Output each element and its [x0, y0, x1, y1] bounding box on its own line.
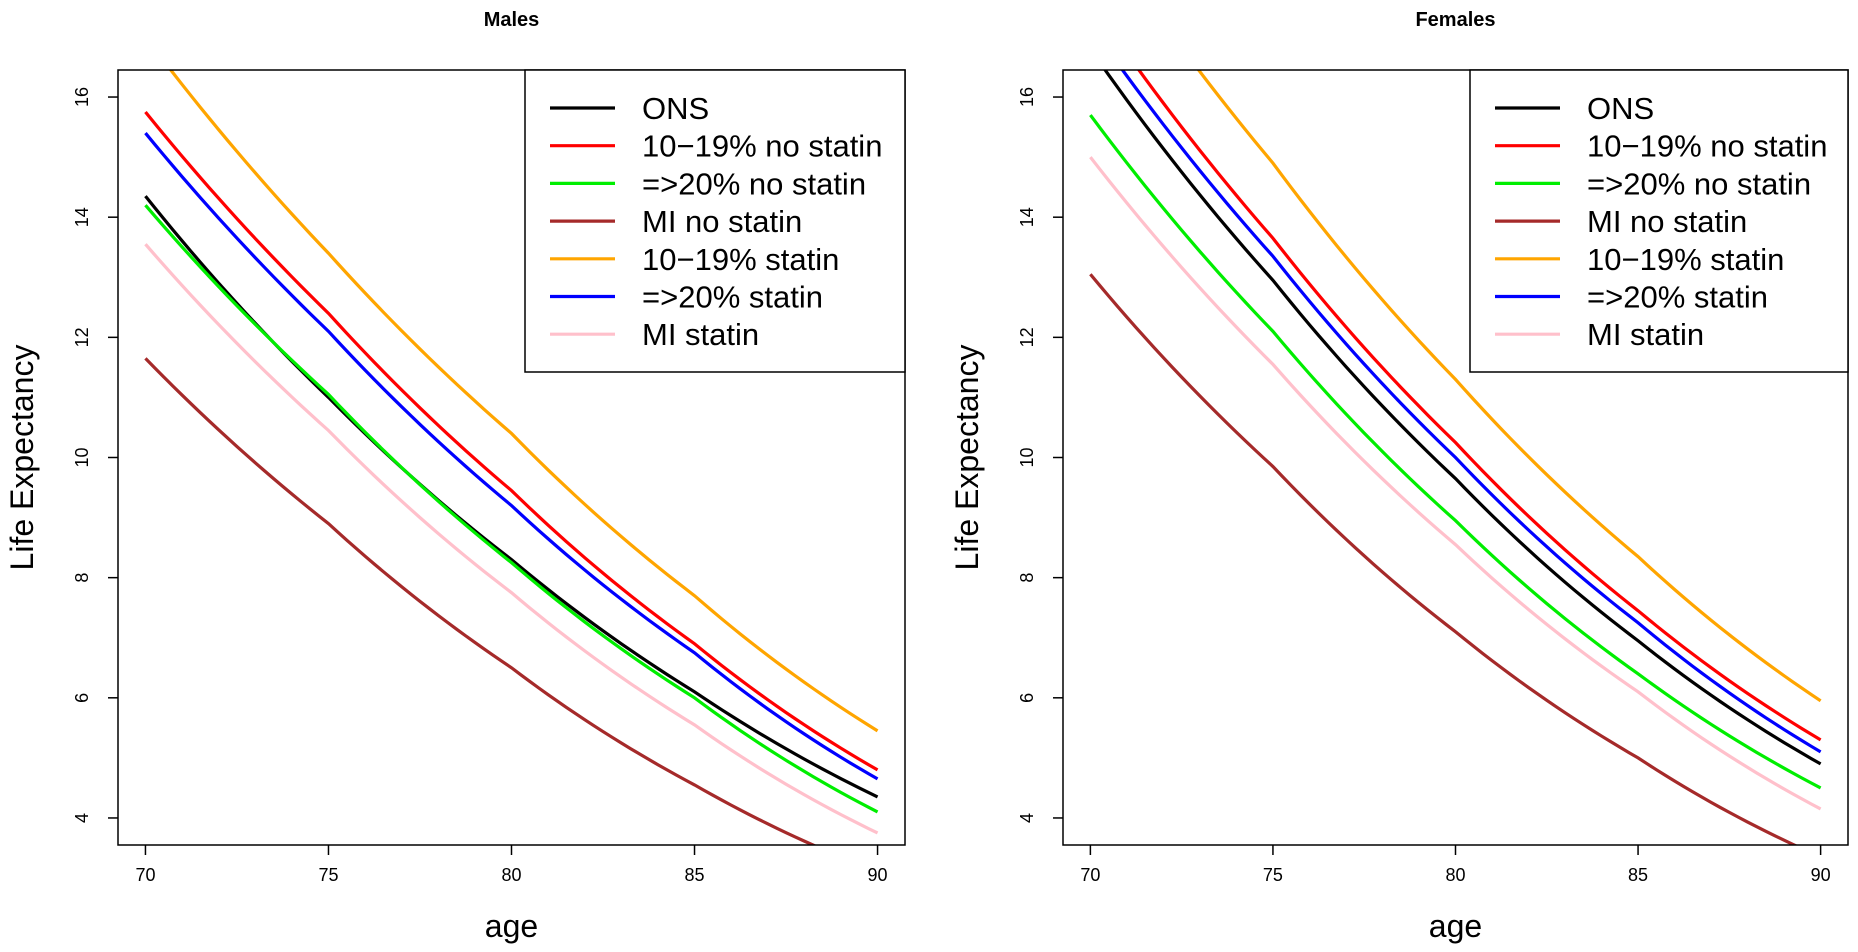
legend-label: MI no statin	[642, 204, 802, 239]
x-axis-label: age	[485, 908, 538, 944]
x-tick-label: 70	[1080, 865, 1100, 885]
legend-label: MI no statin	[1587, 204, 1747, 239]
x-tick-label: 80	[501, 865, 521, 885]
legend-label: =>20% statin	[642, 280, 823, 315]
series-line-females-0	[1103, 70, 1822, 766]
x-tick-label: 90	[1811, 865, 1831, 885]
legend-label: 10−19% no statin	[642, 129, 882, 164]
y-tick-label: 16	[72, 87, 92, 107]
series-line-males-4	[168, 70, 879, 733]
legend-label: MI statin	[1587, 317, 1704, 352]
legend-label: ONS	[642, 91, 709, 126]
x-axis-label: age	[1429, 908, 1482, 944]
series-line-males-2	[144, 204, 879, 814]
x-tick-label: 90	[868, 865, 888, 885]
series-line-females-2	[1089, 114, 1822, 790]
series-line-males-5	[144, 132, 879, 781]
y-tick-label: 6	[72, 693, 92, 703]
y-tick-label: 10	[72, 447, 92, 467]
x-tick-label: 75	[318, 865, 338, 885]
y-tick-label: 12	[72, 327, 92, 347]
y-axis-label: Life Expectancy	[4, 345, 40, 571]
x-tick-label: 80	[1445, 865, 1465, 885]
legend-label: 10−19% statin	[1587, 242, 1784, 277]
y-tick-label: 14	[1017, 207, 1037, 227]
y-tick-label: 4	[72, 813, 92, 823]
series-line-females-3	[1089, 273, 1798, 845]
series-line-females-4	[1196, 70, 1822, 703]
x-tick-label: 75	[1263, 865, 1283, 885]
series-line-males-3	[144, 357, 817, 845]
legend-label: 10−19% no statin	[1587, 129, 1827, 164]
y-tick-label: 6	[1017, 693, 1037, 703]
y-tick-label: 16	[1017, 87, 1037, 107]
chart-title: Females	[1415, 9, 1495, 31]
y-tick-label: 10	[1017, 447, 1037, 467]
series-line-females-1	[1136, 70, 1822, 742]
series-line-females-6	[1089, 156, 1822, 811]
y-tick-label: 8	[1017, 573, 1037, 583]
x-tick-label: 85	[685, 865, 705, 885]
legend-label: 10−19% statin	[642, 242, 839, 277]
y-tick-label: 8	[72, 573, 92, 583]
x-tick-label: 85	[1628, 865, 1648, 885]
legend-label: =>20% statin	[1587, 280, 1768, 315]
legend-label: MI statin	[642, 317, 759, 352]
series-line-males-1	[144, 111, 879, 772]
series-line-males-6	[144, 243, 879, 835]
y-tick-label: 14	[72, 207, 92, 227]
series-line-females-5	[1120, 70, 1822, 754]
x-tick-label: 70	[135, 865, 155, 885]
legend-label: =>20% no statin	[1587, 166, 1811, 201]
y-tick-label: 4	[1017, 813, 1037, 823]
chart-title: Males	[484, 9, 540, 31]
legend-label: ONS	[1587, 91, 1654, 126]
y-axis-label: Life Expectancy	[949, 345, 985, 571]
y-tick-label: 12	[1017, 327, 1037, 347]
legend-label: =>20% no statin	[642, 166, 866, 201]
